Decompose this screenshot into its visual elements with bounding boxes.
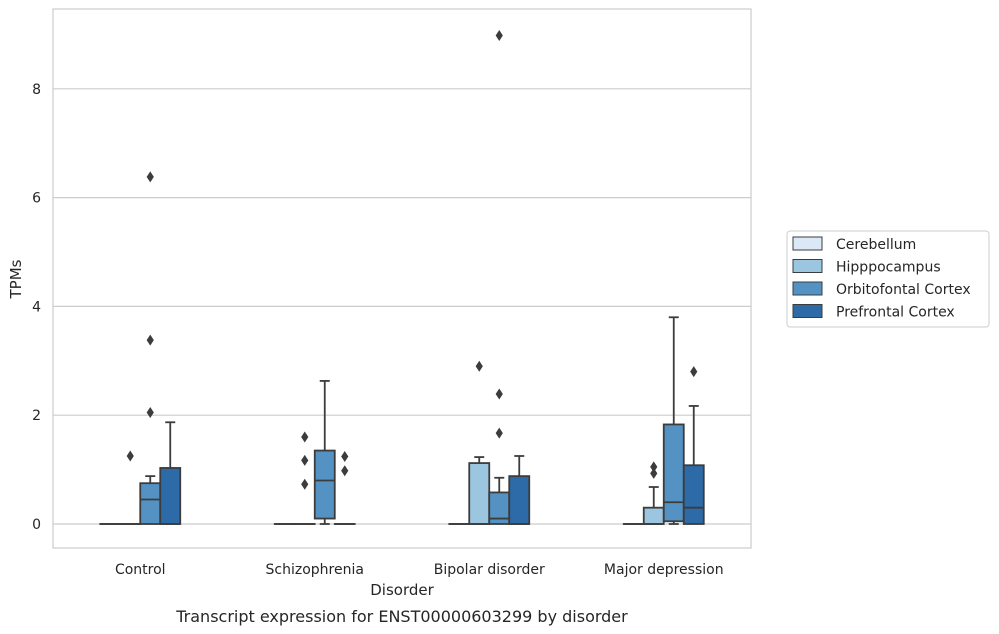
box-body: [139, 482, 162, 525]
box-orbitofontal-cortex: [313, 380, 336, 525]
legend-frame: [786, 230, 990, 328]
outlier-point: [495, 427, 503, 439]
box-orbitofontal-cortex: [662, 316, 685, 525]
box-orbitofontal-cortex: [139, 171, 162, 525]
outlier-point: [301, 454, 309, 466]
outlier-point: [126, 450, 134, 462]
y-tick-labels: 0 2 4 6 8: [32, 82, 41, 533]
box-hipppocampus: [642, 461, 665, 525]
legend-swatch: [792, 236, 823, 251]
legend-swatch: [792, 304, 823, 318]
outlier-point: [146, 334, 154, 346]
y-tick-label: 2: [32, 408, 41, 424]
legend-label: Prefrontal Cortex: [836, 305, 955, 321]
outlier-point: [690, 366, 698, 378]
box-body: [468, 462, 491, 525]
box-body: [508, 475, 531, 525]
outlier-point: [650, 461, 658, 473]
x-tick-label: Control: [115, 562, 166, 578]
box-body: [662, 423, 685, 523]
legend-swatch: [792, 259, 823, 273]
y-tick-label: 0: [32, 517, 41, 533]
box-prefrontal-cortex: [682, 366, 705, 525]
legend-swatch: [792, 281, 823, 296]
box-body: [682, 464, 705, 525]
outlier-point: [495, 29, 503, 41]
box-prefrontal-cortex: [159, 421, 182, 525]
x-axis-label: Disorder: [370, 581, 434, 599]
box-body: [159, 467, 182, 525]
outlier-point: [146, 406, 154, 418]
outlier-point: [475, 360, 483, 372]
box-hipppocampus: [468, 360, 491, 525]
outlier-point: [495, 388, 503, 400]
legend-label: Hipppocampus: [836, 260, 941, 276]
y-tick-label: 6: [32, 191, 41, 207]
legend: Cerebellum Hipppocampus Orbitofontal Corte…: [786, 230, 990, 328]
y-tick-label: 4: [32, 299, 41, 315]
outlier-point: [341, 451, 349, 463]
outlier-point: [301, 478, 309, 490]
box-orbitofontal-cortex: [488, 29, 511, 525]
y-axis-label: TPMs: [7, 259, 25, 299]
box-body: [642, 506, 665, 525]
box-prefrontal-cortex: [508, 455, 531, 525]
x-tick-label: Major depression: [604, 562, 724, 578]
plot-frame: [52, 8, 752, 549]
box-body: [313, 449, 336, 520]
outlier-point: [301, 431, 309, 443]
chart-caption: Transcript expression for ENST0000060329…: [175, 607, 628, 626]
x-tick-label: Bipolar disorder: [434, 562, 545, 578]
legend-label: Cerebellum: [836, 237, 916, 253]
outlier-point: [650, 467, 658, 479]
y-tick-label: 8: [32, 82, 41, 98]
gridlines: [53, 88, 751, 525]
boxes: [99, 29, 705, 525]
x-tick-label: Schizophrenia: [266, 562, 364, 578]
x-tick-labels: Control Schizophrenia Bipolar disorder Majo…: [115, 562, 724, 578]
legend-label: Orbitofontal Cortex: [836, 282, 971, 298]
box-hipppocampus: [119, 450, 142, 525]
box-prefrontal-cortex: [333, 451, 356, 525]
outlier-point: [146, 171, 154, 183]
outlier-point: [341, 465, 349, 477]
box-hipppocampus: [293, 431, 316, 525]
